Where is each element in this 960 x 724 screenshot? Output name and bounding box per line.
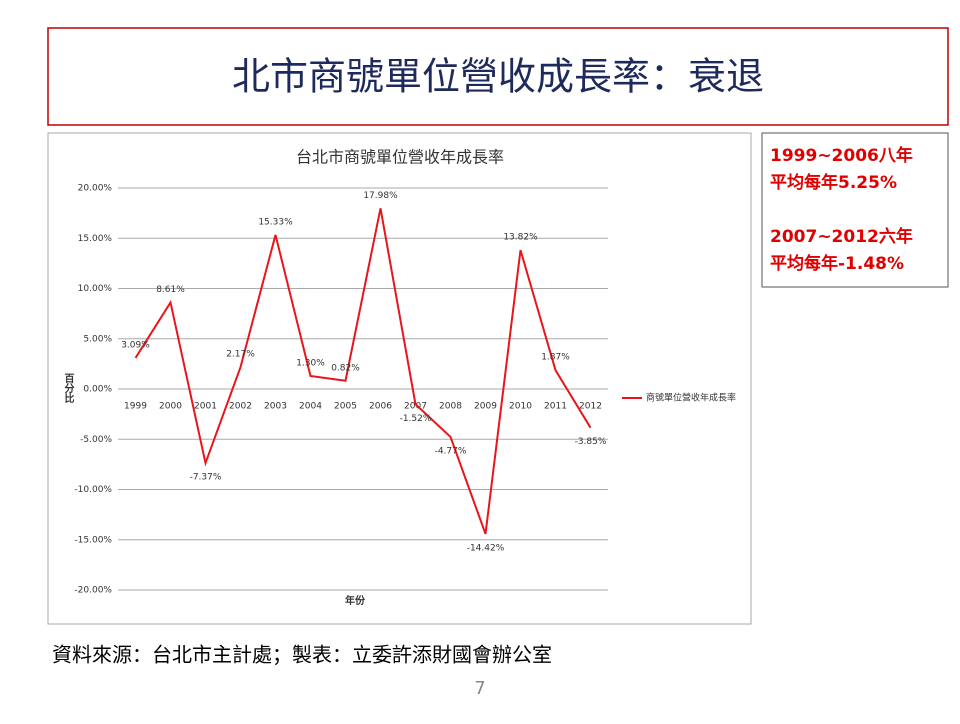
chart-frame bbox=[47, 132, 752, 625]
data-label: -7.37% bbox=[190, 473, 222, 483]
y-tick-label: 20.00% bbox=[78, 184, 113, 194]
x-axis-label: 年份 bbox=[345, 594, 366, 607]
title-box bbox=[47, 27, 949, 126]
x-tick-label: 2003 bbox=[264, 402, 287, 412]
data-label: 15.33% bbox=[258, 217, 293, 227]
x-tick-label: 2001 bbox=[194, 402, 217, 412]
page-number: 7 bbox=[474, 678, 485, 699]
x-tick-label: 2009 bbox=[474, 402, 497, 412]
data-label: 2.17% bbox=[226, 350, 255, 360]
side-note-line: 1999~2006八年 bbox=[770, 145, 913, 166]
data-label: -1.52% bbox=[400, 414, 432, 424]
y-tick-label: 5.00% bbox=[83, 334, 112, 344]
side-note-line: 2007~2012六年 bbox=[770, 226, 913, 247]
y-tick-label: 0.00% bbox=[83, 385, 112, 395]
side-note-line: 平均每年-1.48% bbox=[770, 253, 904, 274]
x-tick-label: 2002 bbox=[229, 402, 252, 412]
data-label: 0.82% bbox=[331, 363, 360, 373]
data-label: 3.09% bbox=[121, 340, 150, 350]
x-tick-label: 2005 bbox=[334, 402, 357, 412]
data-label: 17.98% bbox=[363, 191, 398, 201]
data-label: -14.42% bbox=[467, 543, 505, 553]
y-tick-label: -15.00% bbox=[74, 535, 112, 545]
side-note-line: 平均每年5.25% bbox=[770, 172, 897, 193]
x-tick-label: 2006 bbox=[369, 402, 392, 412]
x-tick-label: 2007 bbox=[404, 402, 427, 412]
x-tick-label: 2008 bbox=[439, 402, 462, 412]
slide-title: 北市商號單位營收成長率：衰退 bbox=[232, 55, 764, 99]
data-label: 8.61% bbox=[156, 285, 185, 295]
x-tick-label: 2012 bbox=[579, 402, 602, 412]
y-tick-label: -10.00% bbox=[74, 485, 112, 495]
y-tick-label: 15.00% bbox=[78, 234, 113, 244]
data-label: -4.77% bbox=[435, 446, 467, 456]
y-axis-label: 百分比 bbox=[62, 373, 74, 404]
x-tick-label: 2010 bbox=[509, 402, 532, 412]
data-label: -3.85% bbox=[575, 437, 607, 447]
x-tick-label: 2011 bbox=[544, 402, 567, 412]
data-label: 13.82% bbox=[503, 233, 538, 243]
chart-title: 台北市商號單位營收年成長率 bbox=[296, 148, 504, 167]
x-tick-label: 2000 bbox=[159, 402, 182, 412]
side-box bbox=[761, 132, 949, 288]
series-line bbox=[134, 208, 592, 535]
data-label: 1.30% bbox=[296, 358, 325, 368]
x-tick-label: 1999 bbox=[124, 402, 147, 412]
x-tick-label: 2004 bbox=[299, 402, 322, 412]
y-tick-label: 10.00% bbox=[78, 284, 113, 294]
y-tick-label: -20.00% bbox=[74, 586, 112, 596]
source: 資料來源：台北市主計處；製表：立委許添財國會辦公室 bbox=[52, 643, 552, 667]
y-tick-label: -5.00% bbox=[80, 435, 112, 445]
legend-label: 商號單位營收年成長率 bbox=[646, 392, 736, 404]
data-label: 1.87% bbox=[541, 353, 570, 363]
